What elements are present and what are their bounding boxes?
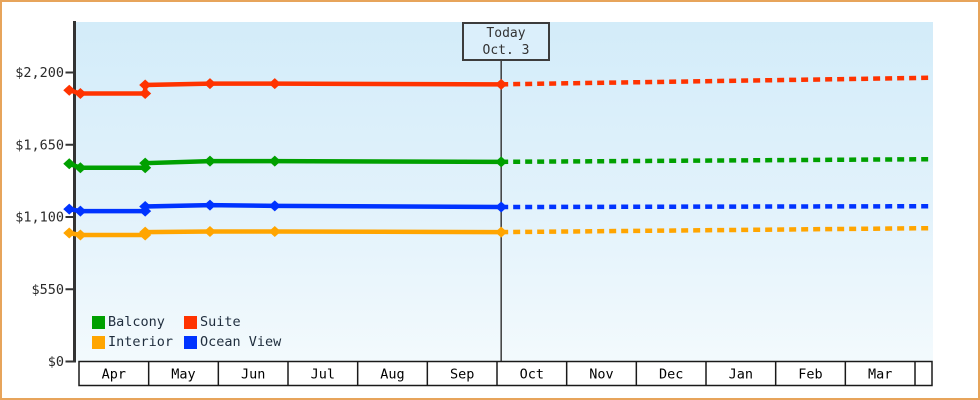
balcony-marker: [495, 156, 508, 168]
balcony-series-line: [68, 158, 502, 170]
suite-marker: [268, 78, 281, 90]
ocean-view-marker: [495, 201, 508, 213]
legend-item-balcony: Balcony: [92, 314, 184, 330]
ocean-view-marker: [63, 203, 76, 215]
y-axis-label: $2,200: [15, 65, 64, 81]
interior-series-line: [68, 229, 502, 238]
ocean-view-series-line: [68, 202, 502, 214]
suite-marker: [139, 88, 152, 100]
balcony-marker: [203, 155, 216, 167]
suite-marker: [203, 78, 216, 90]
interior-marker: [203, 225, 216, 237]
balcony-marker: [63, 158, 76, 170]
month-label: Jun: [241, 367, 265, 383]
suite-marker: [63, 84, 76, 96]
chart-legend: Balcony Suite Interior Ocean View: [92, 314, 281, 350]
month-label: Jul: [311, 367, 335, 383]
month-label: Sep: [450, 367, 474, 383]
month-label: May: [171, 367, 195, 383]
balcony-marker: [74, 162, 87, 174]
month-label: Nov: [589, 367, 613, 383]
y-axis-label: $1,100: [15, 210, 64, 226]
ocean-view-marker: [203, 199, 216, 211]
y-axis-label: $550: [31, 282, 64, 298]
month-label: Dec: [659, 367, 683, 383]
month-label: Aug: [380, 367, 404, 383]
legend-item-suite: Suite: [184, 314, 281, 330]
interior-marker: [74, 229, 87, 241]
interior-forecast-line: [501, 225, 932, 235]
legend-label: Ocean View: [200, 334, 282, 350]
legend-label: Suite: [200, 314, 241, 330]
suite-marker: [139, 79, 152, 91]
ocean-view-forecast-line: [501, 203, 932, 210]
legend-label: Balcony: [108, 314, 165, 330]
today-annotation: Today Oct. 3: [462, 22, 550, 61]
month-label: Apr: [102, 367, 126, 383]
month-row: [78, 360, 933, 387]
legend-swatch-balcony: [92, 315, 105, 329]
ocean-view-marker: [74, 205, 87, 217]
legend-swatch-interior: [92, 335, 105, 349]
interior-marker: [63, 227, 76, 239]
month-label: Feb: [798, 367, 822, 383]
suite-marker: [74, 88, 87, 100]
legend-label: Interior: [108, 334, 174, 350]
balcony-forecast-line: [501, 156, 932, 165]
legend-item-interior: Interior: [92, 334, 184, 350]
suite-forecast-line: [501, 75, 932, 87]
month-label: Oct: [520, 367, 544, 383]
interior-marker: [495, 226, 508, 238]
balcony-marker: [139, 157, 152, 169]
today-annotation-line1: Today: [486, 26, 526, 41]
y-axis-label: $0: [48, 354, 64, 370]
ocean-view-marker: [268, 200, 281, 212]
ocean-view-marker: [139, 200, 152, 212]
interior-marker: [268, 225, 281, 237]
month-label: Mar: [868, 367, 892, 383]
legend-swatch-ocean-view: [184, 335, 197, 349]
suite-marker: [495, 78, 508, 90]
legend-item-ocean-view: Ocean View: [184, 334, 281, 350]
balcony-marker: [268, 155, 281, 167]
month-label: Jan: [729, 367, 753, 383]
legend-swatch-suite: [184, 315, 197, 329]
today-annotation-line2: Oct. 3: [482, 43, 530, 58]
suite-series-line: [68, 81, 502, 96]
y-axis-label: $1,650: [15, 137, 64, 153]
interior-marker: [139, 226, 152, 238]
